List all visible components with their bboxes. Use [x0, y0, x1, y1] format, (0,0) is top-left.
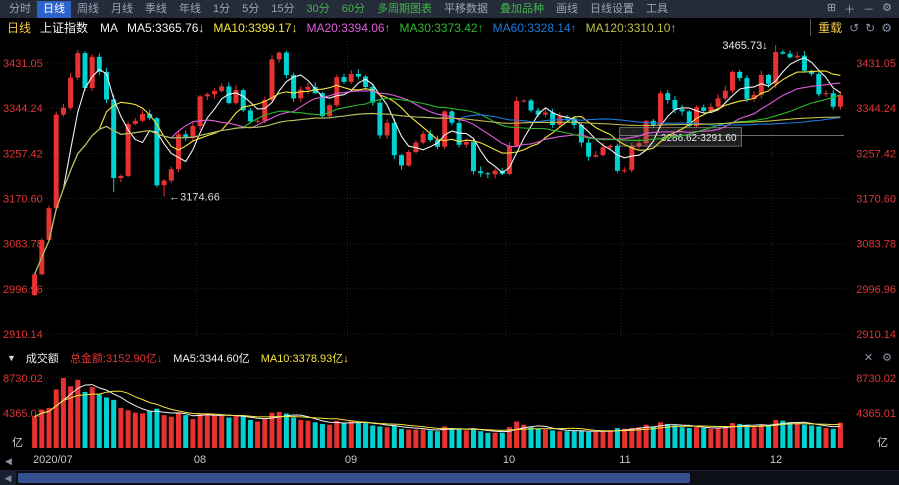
toolbar-tab-11[interactable]: 多周期图表: [377, 2, 432, 15]
scroll-left-button[interactable]: ◀: [0, 471, 16, 485]
y-axis-label-right: 3257.42: [856, 148, 896, 160]
volume-legend-item-1: MA5:3344.60亿: [173, 352, 250, 365]
top-toolbar: 分时 日线 周线 月线 季线 年线 1分 5分 15分 30分 60分 多周期图表 平移数据 叠加品种 画线…: [0, 0, 899, 18]
close-icon[interactable]: ✕: [863, 352, 874, 364]
y-axis-label-right: 3431.05: [856, 58, 896, 70]
x-axis-label-11: 11: [619, 454, 631, 466]
volume-y-label-right: 4365.01: [856, 408, 896, 420]
y-axis-label-left: 2910.14: [3, 329, 43, 341]
ma10-line: [34, 70, 841, 275]
volume-pane-header: ▼ 成交额 总金额:3152.90亿↓ MA5:3344.60亿 MA10:3378…: [0, 349, 899, 366]
x-axis-label-08: 08: [193, 454, 207, 466]
volume-y-label-left: 8730.02: [3, 373, 43, 385]
gear-icon[interactable]: ⚙: [882, 352, 892, 364]
ma-legend: MA5:3365.76↓ MA10:3399.17↓ MA20:3394.06↑ MA…: [127, 21, 685, 35]
toolbar-tab-8[interactable]: 15分: [271, 2, 295, 15]
y-axis-label-left: 3170.60: [3, 194, 43, 206]
toolbar-tab-5[interactable]: 年线: [179, 2, 201, 15]
minus-icon[interactable]: －: [863, 4, 875, 16]
ma-legend-item-4: MA60:3328.14↑: [492, 20, 577, 35]
y-axis-label-right: 3344.24: [856, 103, 896, 115]
symbol-name[interactable]: 上证指数: [40, 21, 89, 35]
toolbar-tab-0[interactable]: 分时: [9, 2, 31, 15]
y-axis-label-left: 3083.78: [3, 239, 43, 251]
x-axis-label-2020/07: 2020/07: [33, 454, 73, 466]
ma-indicator-title[interactable]: MA: [100, 20, 119, 35]
main-chart-pane[interactable]: 3431.05 3431.05 3344.24 3344.24 3257.42 3257.…: [0, 37, 899, 349]
reload-button[interactable]: 重载: [810, 19, 842, 36]
x-axis-label-10: 10: [502, 454, 516, 466]
y-axis-label-right: 3170.60: [856, 194, 896, 206]
volume-indicator-title[interactable]: 成交额: [25, 352, 59, 365]
volume-y-label-right: 8730.02: [856, 373, 896, 385]
header-icons: ↺ ↻ ⚙: [849, 21, 892, 35]
y-axis-label-left: 3344.24: [3, 103, 43, 115]
x-axis-label-09: 09: [344, 454, 358, 466]
volume-legend-item-0: 总金额:3152.90亿↓: [69, 352, 163, 365]
layout-icon[interactable]: ⊞: [826, 2, 837, 14]
unit-label-left: 亿: [12, 436, 23, 449]
main-chart-header: 日线 上证指数 MA MA5:3365.76↓ MA10:3399.17↓ MA20…: [0, 18, 899, 37]
volume-header-icons: ✕ ⚙: [864, 351, 892, 364]
candlestick-chart-svg[interactable]: 3431.05 3431.05 3344.24 3344.24 3257.42 3257.…: [0, 37, 899, 349]
toolbar-tab-2[interactable]: 周线: [77, 2, 99, 15]
gear-icon[interactable]: ⚙: [881, 20, 892, 35]
ma-legend-item-3: MA30:3373.42↑: [399, 20, 484, 35]
volume-legend-item-2: MA10:3378.93亿↓: [260, 352, 349, 365]
ma5-line: [34, 57, 841, 275]
toolbar-tab-10[interactable]: 60分: [341, 2, 365, 15]
y-axis-label-left: 3257.42: [3, 148, 43, 160]
unit-label-right: 亿: [877, 436, 888, 449]
volume-bars: [32, 378, 843, 448]
scrollbar-thumb[interactable]: [18, 473, 690, 483]
volume-ma10-line: [34, 390, 841, 432]
x-axis: ◀ 2020/07 08 09 10 11 12: [0, 452, 899, 470]
y-axis-label-right: 2910.14: [856, 329, 896, 341]
high-annotation: 3465.73↓: [722, 40, 767, 52]
toolbar-tab-1[interactable]: 日线: [37, 0, 71, 18]
header-right-controls: 重载 ↺ ↻ ⚙: [810, 19, 892, 36]
toolbar-tab-6[interactable]: 1分: [213, 2, 231, 15]
y-axis-label-left: 3431.05: [3, 58, 43, 70]
volume-legend: 总金额:3152.90亿↓ MA5:3344.60亿 MA10:3378.93亿↓: [70, 350, 360, 366]
volume-chart-svg[interactable]: 8730.02 8730.024365.01 4365.01亿亿: [0, 366, 899, 452]
toolbar-icons: ⊞ ＋ － ⚙: [823, 1, 896, 17]
ma-legend-item-2: MA20:3394.06↑: [306, 20, 391, 35]
y-axis-label-right: 2996.96: [856, 284, 896, 296]
redo-icon[interactable]: ↻: [865, 20, 876, 35]
toolbar-tab-12[interactable]: 平移数据: [444, 2, 488, 15]
toolbar-tab-3[interactable]: 月线: [111, 2, 133, 15]
ma-legend-item-0: MA5:3365.76↓: [127, 20, 205, 35]
period-tabs: 分时 日线 周线 月线 季线 年线 1分 5分 15分 30分 60分 多周期图表 平移数据 叠加品种 画线…: [3, 0, 674, 18]
collapse-pane-icon[interactable]: ▼: [7, 352, 16, 363]
volume-ma5-line: [34, 384, 841, 433]
gear-icon[interactable]: ⚙: [882, 2, 892, 14]
gap-annotation-label: 3286.62-3291.60: [661, 133, 737, 144]
toolbar-tab-16[interactable]: 工具: [646, 2, 668, 15]
period-label: 日线: [7, 21, 32, 35]
toolbar-tab-15[interactable]: 日线设置: [590, 2, 634, 15]
undo-icon[interactable]: ↺: [849, 20, 860, 35]
candles: [32, 45, 843, 297]
toolbar-tab-13[interactable]: 叠加品种: [500, 2, 544, 15]
ma120-line: [34, 112, 841, 275]
ma-legend-item-5: MA120:3310.10↑: [585, 20, 677, 35]
x-axis-label-12: 12: [769, 454, 783, 466]
low-annotation: ←3174.66: [169, 191, 220, 203]
ma-legend-item-1: MA10:3399.17↓: [213, 20, 298, 35]
toolbar-tab-9[interactable]: 30分: [306, 2, 330, 15]
toolbar-tab-14[interactable]: 画线: [556, 2, 578, 15]
gap-annotation-box: [619, 127, 742, 147]
volume-chart-pane[interactable]: 8730.02 8730.02 4365.01 4365.01 亿亿: [0, 366, 899, 452]
plus-icon[interactable]: ＋: [844, 4, 856, 16]
horizontal-scrollbar[interactable]: ◀: [0, 470, 899, 485]
toolbar-tab-7[interactable]: 5分: [242, 2, 260, 15]
pan-left-icon[interactable]: ◀: [5, 456, 12, 466]
toolbar-tab-4[interactable]: 季线: [145, 2, 167, 15]
y-axis-label-right: 3083.78: [856, 239, 896, 251]
